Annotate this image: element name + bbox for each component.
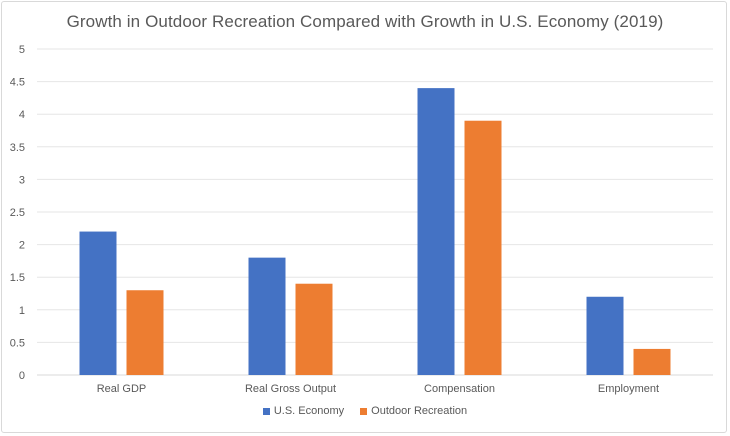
legend-item-outdoor-recreation: Outdoor Recreation: [360, 405, 467, 417]
bar-us-economy-3: [586, 296, 624, 375]
y-axis: 0 0.5 1 1.5 2 2.5 3 3.5 4 4.5 5: [10, 44, 25, 382]
legend-label-us-economy: U.S. Economy: [273, 405, 345, 417]
x-tick-label: Employment: [598, 383, 659, 395]
bars: [79, 88, 671, 376]
y-tick-label: 5: [19, 44, 25, 56]
y-tick-label: 4: [19, 109, 25, 121]
bar-us-economy-0: [79, 231, 117, 375]
bar-outdoor-recreation-2: [464, 120, 502, 375]
y-tick-label: 2: [19, 240, 25, 252]
y-tick-label: 2.5: [10, 207, 25, 219]
y-tick-label: 3.5: [10, 142, 25, 154]
y-tick-label: 0.5: [10, 337, 25, 349]
x-tick-label: Compensation: [424, 383, 495, 395]
bar-us-economy-1: [248, 257, 286, 375]
gridlines: [37, 48, 713, 376]
bar-us-economy-2: [417, 88, 455, 376]
legend-swatch-us-economy: [262, 407, 270, 415]
chart-title: Growth in Outdoor Recreation Compared wi…: [66, 12, 664, 31]
y-tick-label: 1.5: [10, 272, 25, 284]
y-tick-label: 3: [19, 174, 25, 186]
y-tick-label: 4.5: [10, 77, 25, 89]
legend-label-outdoor-recreation: Outdoor Recreation: [371, 405, 468, 417]
legend-item-us-economy: U.S. Economy: [262, 405, 345, 417]
bar-outdoor-recreation-3: [633, 348, 671, 375]
x-tick-label: Real Gross Output: [245, 383, 336, 395]
bar-outdoor-recreation-1: [295, 283, 333, 375]
x-axis: Real GDP Real Gross Output Compensation Emp…: [97, 383, 659, 395]
bar-outdoor-recreation-0: [126, 290, 164, 375]
x-tick-label: Real GDP: [97, 383, 147, 395]
y-tick-label: 0: [19, 370, 25, 382]
y-tick-label: 1: [19, 305, 25, 317]
legend: U.S. Economy Outdoor Recreation: [0, 405, 730, 417]
legend-swatch-outdoor-recreation: [360, 407, 368, 415]
